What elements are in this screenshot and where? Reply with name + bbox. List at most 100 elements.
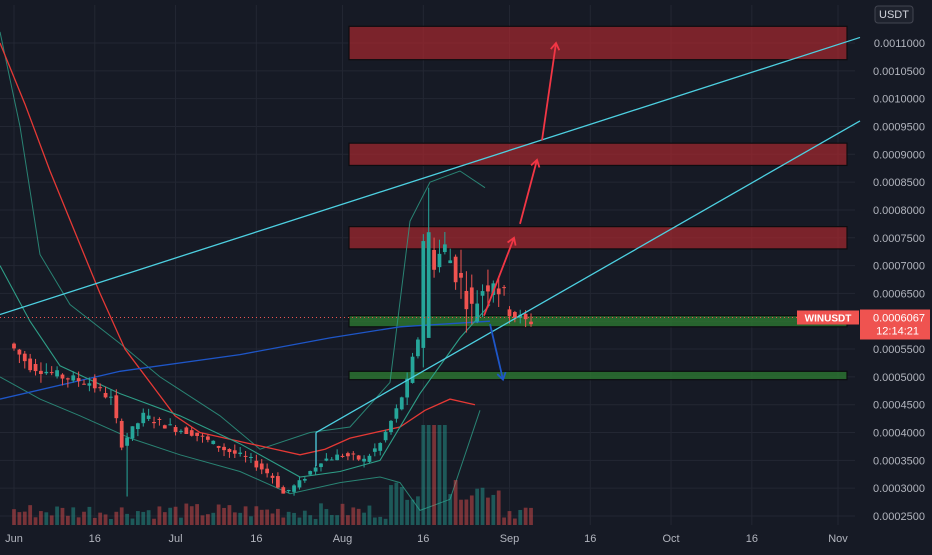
arrow-down [489,323,504,380]
y-tick-label: 0.0010000 [873,94,925,106]
candle-body [486,285,490,292]
resistance-zone [348,142,848,167]
volume-bar [168,507,173,525]
volume-bar [173,506,178,525]
volume-bar [319,503,323,525]
symbol-label: WINUSDT [805,314,852,325]
volume-bar [33,517,38,525]
candle-body [141,412,146,424]
volume-bar [189,506,194,525]
candle-body [378,443,383,451]
volume-bar [464,499,469,525]
candle-body [308,471,313,475]
candle-body [437,253,442,268]
volume-bar [17,512,22,525]
arrow-head [507,236,517,246]
volume-bar [195,504,199,525]
candle-body [157,418,162,420]
zones [348,25,848,381]
candle-body [329,459,334,461]
ma-red-line [0,42,476,456]
candle-body [211,440,216,445]
x-tick-label: 16 [250,533,262,545]
volume-bar [313,518,318,525]
volume-bar [512,518,517,525]
candle-body [28,358,33,371]
support-zone [348,370,848,381]
projection-arrows [483,41,561,382]
volume-bar [281,517,286,525]
candle-body [292,485,296,492]
volume-bar [44,512,49,525]
candle-body [82,383,86,385]
candle-body [12,343,16,349]
volume-bar [152,518,156,525]
candle-body [286,489,291,492]
ma-blue-line [0,320,491,400]
last-price-badge [860,309,930,340]
volume-bar [335,515,340,525]
candle-body [103,392,108,398]
candle-body [276,476,280,488]
candle-body [109,396,113,398]
candle-body [426,232,431,338]
y-tick-label: 0.0009500 [873,121,925,133]
volume-bar [459,499,463,525]
volume-bar [448,494,453,525]
candle-body [523,313,528,320]
volume-bar [184,503,189,525]
volume-bar [92,517,97,525]
symbol-badge [797,310,859,325]
volume-bar [130,518,135,525]
y-tick-label: 0.0008000 [873,205,925,217]
volume-bar [308,515,313,525]
y-tick-label: 0.0004500 [873,400,925,412]
candle-body [512,312,517,318]
x-tick-label: Nov [828,533,848,545]
candle-body [227,449,232,453]
candles [12,187,533,497]
candle-body [87,383,92,386]
candle-body [448,260,453,264]
volume-bar [523,507,528,525]
volume-bar [518,509,523,525]
y-tick-label: 0.0006500 [873,288,925,300]
candle-body [432,249,436,270]
candle-body [453,256,458,283]
y-tick-label: 0.0003000 [873,483,925,495]
volume-bar [399,486,404,525]
currency-label: USDT [879,9,909,21]
volume-bar [421,425,426,525]
volume-bar [356,508,361,525]
candle-body [249,456,253,458]
volume-bar [238,512,243,525]
candle-body [189,430,194,436]
candle-body [281,487,286,494]
volume-bar [469,495,474,525]
volume-bar [200,515,205,525]
candle-body [394,408,399,419]
volume-bar [211,512,216,525]
currency-badge[interactable] [874,5,914,24]
volume-bar [109,518,113,525]
candle-body [55,370,59,377]
bollinger-upper [0,31,486,450]
candle-body [60,374,65,379]
volume-bar [432,425,436,525]
volume-bar [372,517,377,525]
candle-body [518,314,523,318]
candle-body [17,349,22,355]
candle-body [238,452,243,454]
y-tick-label: 0.0004000 [873,428,925,440]
candle-body [200,435,205,437]
volume-bar [232,512,237,525]
candle-body [324,458,329,461]
volume-bar [39,511,43,525]
candle-body [297,480,302,488]
arrow-up-2 [519,159,538,225]
volume-bar [346,515,350,525]
volume-bar [222,507,226,525]
candle-body [351,453,356,455]
